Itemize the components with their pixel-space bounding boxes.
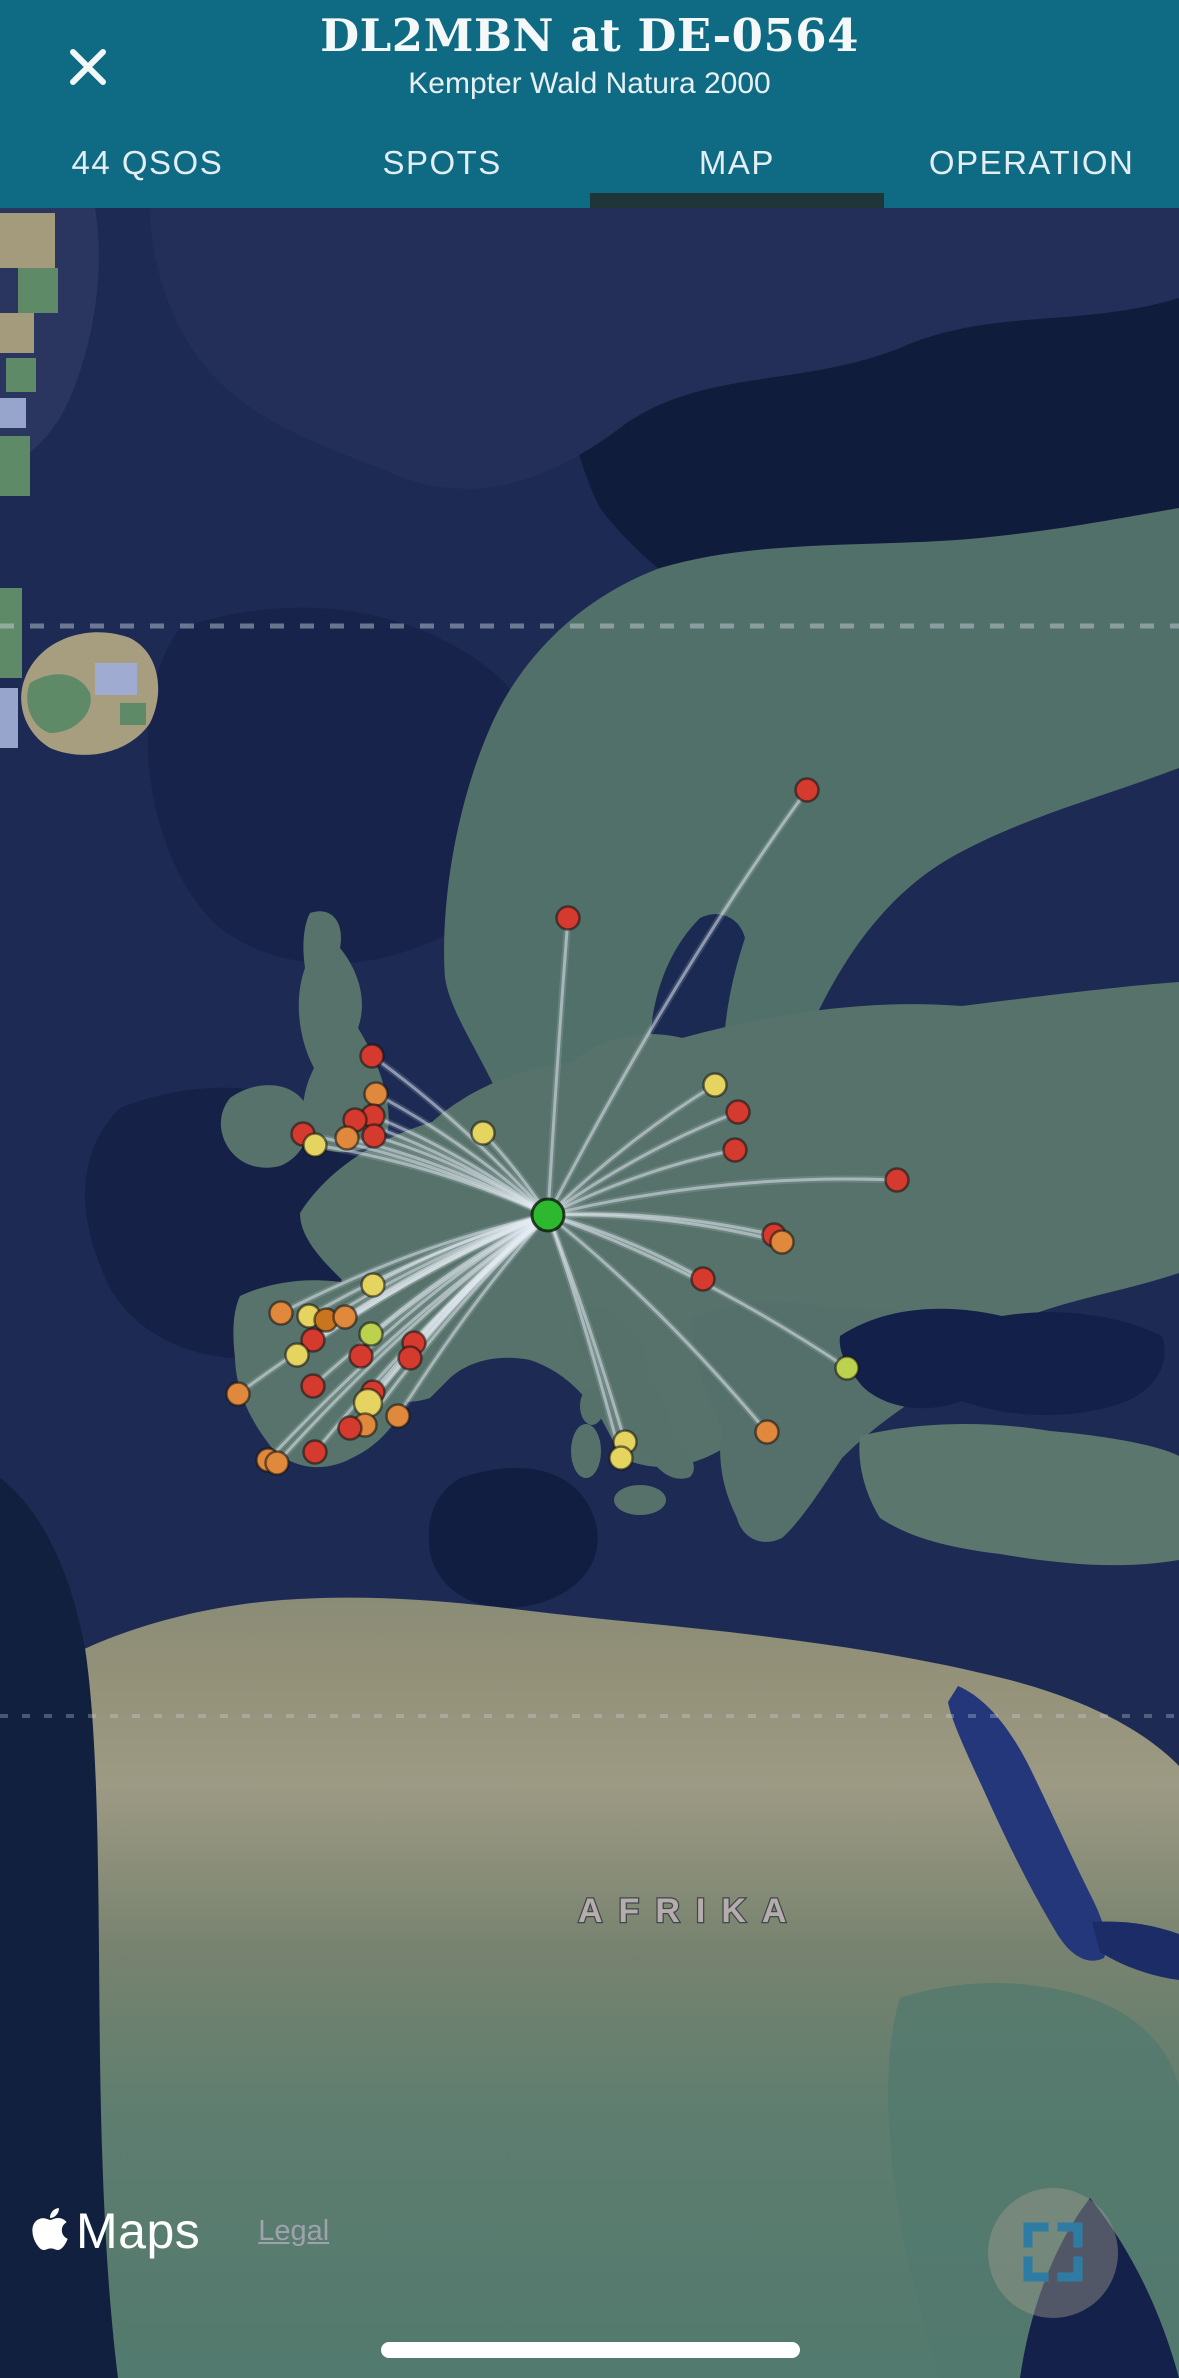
maps-wordmark: Maps — [76, 2203, 201, 2259]
deep-sea-patch-1 — [147, 607, 545, 964]
map-attribution: Maps Legal — [30, 2202, 335, 2260]
qso-line — [371, 1054, 550, 1217]
qso-marker[interactable] — [360, 1272, 386, 1298]
qso-line — [275, 1213, 549, 1465]
qso-marker[interactable] — [284, 1342, 310, 1368]
tab-map[interactable]: MAP — [589, 118, 885, 208]
qso-marker[interactable] — [363, 1081, 389, 1107]
gulf-of-aden — [1092, 1921, 1179, 1980]
indian-ocean — [1020, 2198, 1179, 2378]
qso-line — [547, 1148, 736, 1217]
qso-line — [546, 789, 809, 1216]
qso-marker[interactable] — [300, 1373, 326, 1399]
region-label: AFRIKA — [578, 1892, 802, 1930]
iceland — [21, 632, 159, 755]
qso-marker[interactable] — [348, 1343, 374, 1369]
italy — [571, 1307, 694, 1515]
qso-marker[interactable] — [397, 1345, 423, 1371]
qso-marker[interactable] — [702, 1072, 728, 1098]
qso-marker[interactable] — [334, 1125, 360, 1151]
qso-marker[interactable] — [834, 1355, 860, 1381]
close-icon — [66, 45, 110, 92]
qso-marker[interactable] — [754, 1419, 780, 1445]
deep-sea-patch-med — [428, 1468, 598, 1608]
qso-line — [375, 1092, 549, 1217]
qso-marker[interactable] — [264, 1450, 290, 1476]
page-title: DL2MBN at DE-0564 — [320, 9, 859, 62]
qso-marker[interactable] — [225, 1381, 251, 1407]
qso-marker[interactable] — [690, 1266, 716, 1292]
qso-marker[interactable] — [302, 1439, 328, 1465]
red-sea — [948, 1686, 1107, 1961]
qso-marker[interactable] — [555, 905, 581, 931]
arctic-landmass — [150, 208, 1179, 489]
basemap: AFRIKA — [0, 208, 1179, 2378]
qso-marker[interactable] — [337, 1415, 363, 1441]
home-indicator[interactable] — [381, 2342, 800, 2358]
map-canvas[interactable]: AFRIKA — [0, 208, 1179, 2378]
tab-spots-label: SPOTS — [382, 144, 502, 181]
qso-line — [280, 1213, 549, 1315]
qso-line — [546, 1214, 623, 1459]
tab-bar: 44 QSOS SPOTS MAP OPERATION — [0, 118, 1179, 208]
tab-operation[interactable]: OPERATION — [884, 118, 1179, 208]
title-block: DL2MBN at DE-0564 Kempter Wald Natura 20… — [0, 10, 1179, 104]
qso-marker[interactable] — [332, 1304, 358, 1330]
qso-line — [547, 1177, 898, 1217]
iberia — [233, 1280, 436, 1468]
qso-marker[interactable] — [385, 1403, 411, 1429]
active-tab-indicator — [589, 193, 885, 208]
qso-marker[interactable] — [359, 1043, 385, 1069]
qso-marker[interactable] — [884, 1167, 910, 1193]
qso-line — [547, 1213, 769, 1433]
qso-marker[interactable] — [470, 1120, 496, 1146]
qso-line — [546, 1083, 716, 1217]
tab-map-label: MAP — [698, 144, 775, 181]
ireland — [220, 1085, 309, 1168]
qso-line — [311, 1213, 549, 1388]
tab-operation-label: OPERATION — [928, 144, 1135, 181]
qso-marker[interactable] — [722, 1137, 748, 1163]
qso-marker[interactable] — [769, 1229, 795, 1255]
qso-line — [547, 1110, 739, 1217]
tab-spots[interactable]: SPOTS — [295, 118, 590, 208]
apple-logo-icon — [30, 2205, 70, 2258]
qso-line — [237, 1213, 549, 1396]
qso-layer — [225, 777, 910, 1476]
qso-marker[interactable] — [302, 1132, 328, 1158]
qso-line — [396, 1213, 550, 1417]
qso-marker[interactable] — [608, 1445, 634, 1471]
close-button[interactable] — [58, 38, 118, 98]
legal-link[interactable]: Legal — [252, 2214, 335, 2249]
qso-marker[interactable] — [361, 1123, 387, 1149]
fullscreen-button[interactable] — [988, 2188, 1118, 2318]
qso-line — [546, 917, 570, 1216]
activation-marker[interactable] — [530, 1197, 566, 1233]
qso-marker[interactable] — [358, 1321, 384, 1347]
qso-marker[interactable] — [794, 777, 820, 803]
tab-qsos-label: 44 QSOS — [71, 144, 224, 181]
qso-marker[interactable] — [300, 1327, 326, 1353]
atlantic-south — [0, 1478, 118, 2378]
fullscreen-expand-icon — [1022, 2221, 1084, 2286]
qso-line — [547, 1213, 783, 1244]
qso-line — [313, 1213, 549, 1453]
modal-header: DL2MBN at DE-0564 Kempter Wald Natura 20… — [0, 0, 1179, 208]
qso-marker[interactable] — [725, 1099, 751, 1125]
black-sea — [839, 1308, 1165, 1416]
page-subtitle: Kempter Wald Natura 2000 — [408, 67, 771, 100]
greenland-edge — [0, 208, 99, 748]
qso-marker[interactable] — [268, 1300, 294, 1326]
anatolia — [859, 1424, 1179, 1566]
tab-qsos[interactable]: 44 QSOS — [0, 118, 295, 208]
